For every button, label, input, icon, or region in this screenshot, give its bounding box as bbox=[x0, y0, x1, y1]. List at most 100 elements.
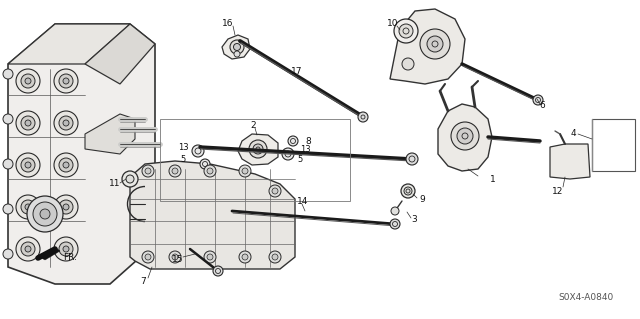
Text: 7: 7 bbox=[140, 277, 146, 286]
Circle shape bbox=[3, 159, 13, 169]
Circle shape bbox=[54, 237, 78, 261]
Polygon shape bbox=[550, 144, 590, 179]
Circle shape bbox=[59, 116, 73, 130]
Polygon shape bbox=[8, 24, 130, 64]
Circle shape bbox=[3, 249, 13, 259]
Text: 14: 14 bbox=[298, 197, 308, 205]
Circle shape bbox=[145, 168, 151, 174]
Circle shape bbox=[234, 43, 241, 50]
Circle shape bbox=[457, 128, 473, 144]
Circle shape bbox=[33, 202, 57, 226]
Circle shape bbox=[25, 162, 31, 168]
Circle shape bbox=[63, 78, 69, 84]
Polygon shape bbox=[238, 134, 278, 165]
Circle shape bbox=[288, 136, 298, 146]
Circle shape bbox=[54, 195, 78, 219]
Text: 3: 3 bbox=[411, 214, 417, 224]
Circle shape bbox=[169, 165, 181, 177]
Circle shape bbox=[239, 251, 251, 263]
Text: 6: 6 bbox=[539, 101, 545, 110]
Polygon shape bbox=[222, 35, 250, 59]
Text: 16: 16 bbox=[222, 19, 234, 27]
Circle shape bbox=[533, 95, 543, 105]
Circle shape bbox=[21, 242, 35, 256]
Circle shape bbox=[21, 158, 35, 172]
Text: 9: 9 bbox=[419, 195, 425, 204]
Circle shape bbox=[59, 200, 73, 214]
Circle shape bbox=[269, 251, 281, 263]
Circle shape bbox=[63, 246, 69, 252]
Text: 1: 1 bbox=[490, 174, 496, 183]
Circle shape bbox=[282, 148, 294, 160]
Circle shape bbox=[142, 251, 154, 263]
Circle shape bbox=[27, 196, 63, 232]
Circle shape bbox=[63, 162, 69, 168]
Text: 12: 12 bbox=[552, 187, 564, 196]
Circle shape bbox=[54, 111, 78, 135]
Circle shape bbox=[16, 237, 40, 261]
Text: 13: 13 bbox=[300, 145, 310, 153]
Circle shape bbox=[358, 112, 368, 122]
Text: 10: 10 bbox=[387, 19, 399, 28]
Circle shape bbox=[390, 219, 400, 229]
Circle shape bbox=[406, 153, 418, 165]
Circle shape bbox=[249, 140, 267, 158]
Circle shape bbox=[21, 116, 35, 130]
Circle shape bbox=[239, 165, 251, 177]
Polygon shape bbox=[390, 9, 465, 84]
Circle shape bbox=[234, 51, 240, 57]
Circle shape bbox=[3, 204, 13, 214]
Circle shape bbox=[269, 185, 281, 197]
Text: 17: 17 bbox=[291, 66, 303, 76]
Circle shape bbox=[63, 204, 69, 210]
Circle shape bbox=[242, 168, 248, 174]
Circle shape bbox=[16, 111, 40, 135]
Circle shape bbox=[25, 120, 31, 126]
Text: S0X4-A0840: S0X4-A0840 bbox=[558, 293, 613, 301]
Circle shape bbox=[16, 195, 40, 219]
Circle shape bbox=[427, 36, 443, 52]
Circle shape bbox=[242, 254, 248, 260]
Circle shape bbox=[16, 153, 40, 177]
Circle shape bbox=[253, 144, 263, 154]
Circle shape bbox=[172, 168, 178, 174]
Circle shape bbox=[399, 24, 413, 38]
Text: 15: 15 bbox=[172, 255, 184, 263]
Polygon shape bbox=[8, 24, 155, 284]
Circle shape bbox=[230, 40, 244, 54]
Circle shape bbox=[21, 200, 35, 214]
Circle shape bbox=[172, 254, 178, 260]
Circle shape bbox=[451, 122, 479, 150]
Polygon shape bbox=[85, 24, 155, 84]
Circle shape bbox=[192, 145, 204, 157]
Circle shape bbox=[200, 159, 210, 169]
Circle shape bbox=[54, 153, 78, 177]
Circle shape bbox=[391, 207, 399, 215]
Circle shape bbox=[272, 188, 278, 194]
Circle shape bbox=[207, 254, 213, 260]
Text: 4: 4 bbox=[570, 130, 576, 138]
Text: 11: 11 bbox=[109, 180, 121, 189]
Circle shape bbox=[213, 266, 223, 276]
Circle shape bbox=[169, 251, 181, 263]
Circle shape bbox=[420, 29, 450, 59]
Circle shape bbox=[401, 184, 415, 198]
Text: 8: 8 bbox=[305, 137, 311, 145]
Circle shape bbox=[207, 168, 213, 174]
Text: FR.: FR. bbox=[63, 253, 77, 262]
Circle shape bbox=[63, 120, 69, 126]
Circle shape bbox=[126, 175, 134, 183]
Circle shape bbox=[25, 204, 31, 210]
Text: 2: 2 bbox=[250, 121, 256, 130]
Circle shape bbox=[59, 242, 73, 256]
Text: 13: 13 bbox=[178, 143, 188, 152]
Polygon shape bbox=[38, 247, 60, 260]
Polygon shape bbox=[130, 161, 295, 269]
Circle shape bbox=[3, 69, 13, 79]
Circle shape bbox=[25, 246, 31, 252]
Text: 5: 5 bbox=[180, 154, 186, 164]
Circle shape bbox=[204, 251, 216, 263]
Circle shape bbox=[25, 78, 31, 84]
Circle shape bbox=[394, 19, 418, 43]
Circle shape bbox=[54, 69, 78, 93]
